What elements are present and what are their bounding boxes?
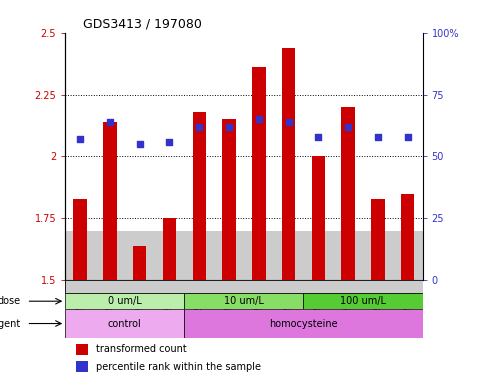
- Text: 100 um/L: 100 um/L: [340, 296, 386, 306]
- Bar: [282, 48, 295, 280]
- Point: [255, 116, 263, 122]
- Bar: [341, 107, 355, 280]
- Text: transformed count: transformed count: [96, 344, 186, 354]
- Text: homocysteine: homocysteine: [269, 318, 338, 329]
- Bar: [73, 199, 87, 280]
- Bar: [103, 122, 116, 280]
- Bar: [312, 157, 325, 280]
- Bar: [76, 361, 88, 372]
- FancyBboxPatch shape: [65, 293, 185, 309]
- Point: [76, 136, 84, 142]
- Text: 10 um/L: 10 um/L: [224, 296, 264, 306]
- Bar: [163, 218, 176, 280]
- Point: [344, 124, 352, 130]
- Bar: [401, 194, 414, 280]
- Bar: [133, 246, 146, 280]
- Point: [285, 119, 293, 125]
- Point: [374, 134, 382, 140]
- FancyBboxPatch shape: [65, 309, 185, 338]
- Bar: [252, 67, 266, 280]
- Text: GDS3413 / 197080: GDS3413 / 197080: [83, 17, 202, 30]
- Bar: [65, 280, 423, 293]
- Point: [225, 124, 233, 130]
- Point: [195, 124, 203, 130]
- Point: [314, 134, 322, 140]
- Point: [106, 119, 114, 125]
- Point: [166, 139, 173, 145]
- Bar: [222, 119, 236, 280]
- Text: dose: dose: [0, 296, 20, 306]
- Text: control: control: [108, 318, 142, 329]
- Point: [136, 141, 143, 147]
- FancyBboxPatch shape: [185, 293, 303, 309]
- FancyBboxPatch shape: [185, 309, 423, 338]
- Point: [404, 134, 412, 140]
- Bar: [193, 112, 206, 280]
- Text: agent: agent: [0, 318, 20, 329]
- Bar: [76, 344, 88, 355]
- Bar: [65, 231, 423, 280]
- Text: 0 um/L: 0 um/L: [108, 296, 142, 306]
- FancyBboxPatch shape: [303, 293, 423, 309]
- Bar: [371, 199, 384, 280]
- Text: percentile rank within the sample: percentile rank within the sample: [96, 362, 261, 372]
